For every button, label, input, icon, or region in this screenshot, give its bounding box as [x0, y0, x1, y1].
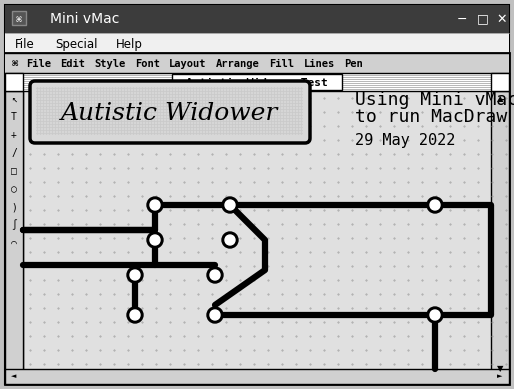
Text: ○: ○	[11, 184, 17, 194]
Bar	[491, 73, 509, 91]
Text: File: File	[27, 58, 51, 68]
Circle shape	[150, 235, 160, 245]
Circle shape	[207, 307, 223, 323]
Circle shape	[427, 197, 443, 213]
Circle shape	[127, 307, 143, 323]
Text: to run MacDraw: to run MacDraw	[355, 108, 507, 126]
Text: ►: ►	[498, 373, 503, 380]
Bar	[491, 91, 509, 374]
Text: ∫: ∫	[11, 220, 17, 230]
Text: ▲: ▲	[497, 95, 503, 103]
Bar	[172, 74, 342, 90]
Text: Special: Special	[55, 37, 98, 51]
Text: Using Mini vMac: Using Mini vMac	[355, 91, 514, 109]
Bar	[5, 53, 509, 384]
Circle shape	[150, 200, 160, 210]
Text: Arrange: Arrange	[216, 58, 260, 68]
Text: ): )	[11, 202, 17, 212]
FancyBboxPatch shape	[30, 81, 310, 143]
Text: Layout: Layout	[169, 58, 207, 68]
Text: Edit: Edit	[61, 58, 85, 68]
Circle shape	[222, 232, 238, 248]
Text: ⌒: ⌒	[11, 238, 17, 248]
Circle shape	[427, 307, 443, 323]
Text: Fill: Fill	[269, 58, 295, 68]
Bar	[5, 5, 509, 33]
Bar	[5, 73, 23, 91]
Bar	[12, 11, 26, 25]
Text: +: +	[11, 130, 17, 140]
Text: 29 May 2022: 29 May 2022	[355, 133, 455, 147]
Text: Font: Font	[135, 58, 160, 68]
Bar	[5, 33, 509, 53]
Text: ⌘: ⌘	[12, 58, 19, 68]
Text: Mini vMac: Mini vMac	[50, 12, 119, 26]
Circle shape	[210, 270, 220, 280]
Circle shape	[430, 310, 440, 320]
Circle shape	[127, 267, 143, 283]
Bar	[23, 91, 507, 374]
Text: File: File	[15, 37, 35, 51]
Circle shape	[130, 270, 140, 280]
Circle shape	[210, 310, 220, 320]
Circle shape	[430, 200, 440, 210]
Text: ◄: ◄	[11, 373, 16, 380]
Text: ↖: ↖	[11, 94, 17, 104]
Circle shape	[147, 232, 163, 248]
Text: Autistic Widower Test: Autistic Widower Test	[186, 77, 328, 88]
Circle shape	[225, 200, 235, 210]
Circle shape	[130, 310, 140, 320]
Text: □: □	[477, 12, 489, 26]
Text: □: □	[11, 166, 17, 176]
Text: ⌘: ⌘	[16, 15, 22, 25]
Circle shape	[225, 235, 235, 245]
Text: Pen: Pen	[344, 58, 363, 68]
Text: ▼: ▼	[497, 364, 503, 373]
Text: Autistic Widower: Autistic Widower	[61, 102, 279, 124]
Bar	[5, 53, 509, 73]
Circle shape	[222, 197, 238, 213]
Text: Lines: Lines	[303, 58, 335, 68]
Text: Help: Help	[116, 37, 143, 51]
Text: T: T	[11, 112, 17, 122]
Text: Style: Style	[95, 58, 126, 68]
Bar	[5, 73, 509, 91]
Circle shape	[207, 267, 223, 283]
Bar	[5, 369, 509, 384]
Text: −: −	[457, 12, 467, 26]
Text: ✕: ✕	[497, 12, 507, 26]
Bar	[5, 91, 23, 374]
Text: /: /	[11, 148, 17, 158]
Circle shape	[147, 197, 163, 213]
